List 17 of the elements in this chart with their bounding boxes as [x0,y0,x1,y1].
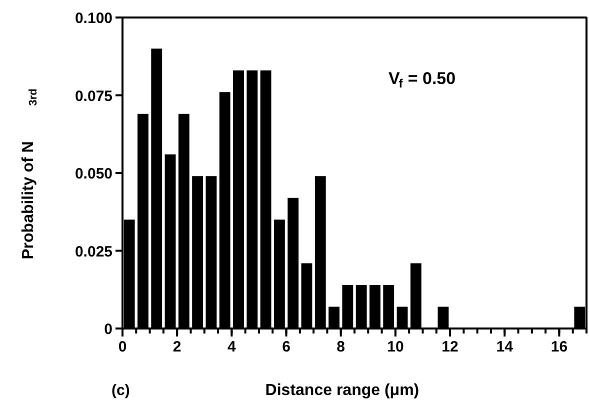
text: (c) [112,382,130,399]
x-tick-label: 16 [550,338,568,356]
x-tick-label: 8 [336,338,346,356]
y-tick-label: 0.075 [74,88,113,105]
y-tick-label: 0.050 [74,166,113,182]
x-tick-label: 6 [282,338,290,356]
y-tick-label: 0.025 [74,243,113,260]
x-tick-label: 10 [387,338,404,356]
x-tick-label: 14 [496,338,514,356]
x-tick-label: 2 [172,338,182,356]
y-tick-label: 0 [104,321,112,338]
x-tick-label: 0 [118,338,127,356]
x-tick-label: 4 [228,338,237,356]
x-axis-title: Distance range (μm) [265,382,420,399]
y-tick-label: 0.100 [74,10,113,27]
text: Probability of N3rd [20,88,40,260]
x-tick-label: 12 [442,338,458,356]
